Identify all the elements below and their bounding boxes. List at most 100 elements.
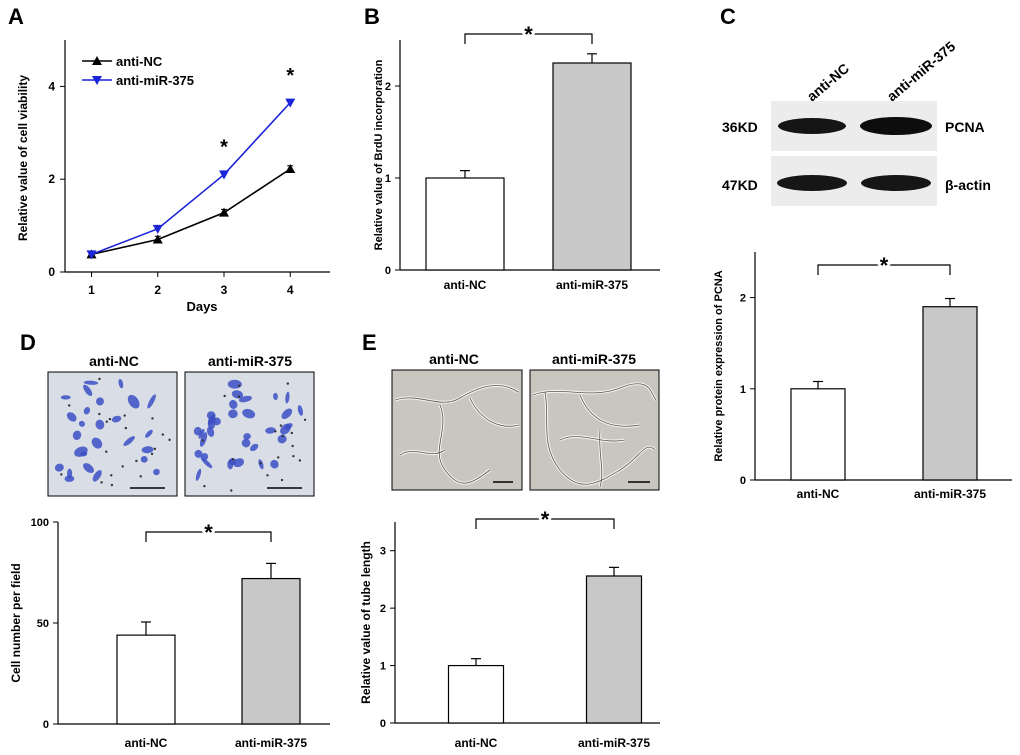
membrane-pore [279,424,283,427]
membrane-pore [153,447,157,451]
membrane-pore [298,459,302,462]
panel-e-y-tick-label: 1 [380,661,386,673]
membrane-pore [201,439,204,442]
stained-cell [285,391,290,404]
panel-b-x-label: anti-NC [444,278,487,292]
stained-cell [80,451,88,457]
panel-b-bar-anti-nc [425,177,505,271]
stained-cell [145,429,153,438]
panel-d-y-tick-label: 0 [43,719,49,731]
stained-cell [78,420,85,427]
panel-d-micrographs: anti-NC anti-miR-375 [47,353,315,497]
stained-cell [199,432,208,447]
membrane-pore [231,458,235,461]
stained-cell [95,419,105,430]
membrane-pore [98,377,101,381]
panel-e-image-label-anti-mir-375: anti-miR-375 [552,351,636,367]
stained-cell [284,423,293,430]
panel-c-y-tick-label: 2 [740,293,746,305]
stained-cell [229,399,238,409]
panel-b-ylabel: Relative value of BrdU incorporation [373,59,385,250]
panel-a-data-point [219,170,229,180]
membrane-pore [286,382,290,385]
membrane-pore [135,459,138,463]
stained-cell [111,415,122,423]
panel-c-bar-anti-mir-375 [922,306,978,481]
stained-cell [127,394,140,409]
membrane-pore [230,489,233,492]
panel-b-significance-bracket [464,33,593,44]
panel-e-image-anti-mir-375 [529,369,660,491]
panel-e-image-anti-nc [391,369,523,491]
stained-cell [72,430,82,440]
stained-cell [66,412,77,422]
panel-d-significance-bracket [145,531,272,542]
panel-b-x-label: anti-miR-375 [556,278,628,292]
stained-cell [147,394,156,409]
membrane-pore [292,454,295,458]
stained-cell [208,414,216,425]
membrane-pore [281,434,285,438]
panel-c-bar-anti-nc [790,388,846,481]
panel-e-image-label-anti-nc: anti-NC [429,351,479,367]
stained-cell [60,395,71,400]
membrane-pore [150,452,154,456]
stained-cell [249,443,259,452]
panel-d-cells-anti-mir-375 [193,379,307,492]
stained-cell [140,455,148,463]
panel-label-e: E [362,330,377,355]
stained-cell [64,475,75,482]
panel-a-xlabel: Days [186,299,217,314]
membrane-pore [291,444,294,448]
panel-a-y-tick-label: 2 [48,172,55,186]
panel-c-significance-bracket [817,264,951,275]
stained-cell [227,459,234,470]
panel-b-y-tick-label: 2 [385,81,391,93]
panel-c-x-label: anti-NC [797,487,840,501]
membrane-pore [108,417,112,421]
legend-label-anti-mir-375: anti-miR-375 [116,73,194,88]
blot-lane-label-anti-nc: anti-NC [804,60,852,104]
panel-d-x-label: anti-miR-375 [235,736,307,750]
panel-b-significance-star: * [524,22,533,47]
membrane-pore [259,462,262,465]
panel-a-data-point [152,234,163,244]
panel-d-image-label-anti-mir-375: anti-miR-375 [208,353,292,369]
membrane-pore [237,395,241,398]
membrane-pore [303,418,307,421]
membrane-pore [266,474,269,477]
stained-cell [195,468,202,481]
western-blot: anti-NC anti-miR-375 36KD 47KD PCNA β-ac… [722,38,991,206]
panel-a-legend: anti-NC anti-miR-375 [82,54,194,88]
stained-cell [270,459,279,469]
stained-cell [92,470,102,482]
panel-e-x-label: anti-NC [455,736,498,750]
membrane-pore [277,456,280,459]
panel-a-line-chart: Relative value of cell viability Days an… [16,54,218,314]
panel-c-bar-chart: 0 1 2 Relative protein expression of PCNA an… [713,251,1012,501]
legend-marker-anti-mir-375 [92,76,102,85]
panel-label-c: C [720,4,736,29]
membrane-pore [105,420,109,423]
stained-cell [206,426,215,437]
panel-b-bar-anti-mir-375 [552,62,632,271]
blot-band-actin-anti-mir-375 [861,175,931,191]
stained-cell [265,427,276,434]
membrane-pore [110,483,114,487]
panel-e-ylabel: Relative value of tube length [359,541,373,704]
membrane-pore [124,426,128,430]
panel-label-d: D [20,330,36,355]
panel-a-series-line-anti-mir-375 [91,102,291,256]
panel-d-y-tick-label: 50 [37,618,49,630]
stained-cell [123,436,135,446]
membrane-pore [151,417,154,420]
panel-a-x-tick-label: 4 [287,283,294,297]
panel-c-y-tick-label: 0 [740,475,746,487]
membrane-pore [98,412,101,416]
stained-cell [91,437,103,449]
panel-d-significance-star: * [204,520,213,545]
panel-b-y-tick-label: 0 [385,265,391,277]
membrane-pore [223,394,226,398]
membrane-pore [100,481,103,484]
membrane-pore [203,484,206,488]
